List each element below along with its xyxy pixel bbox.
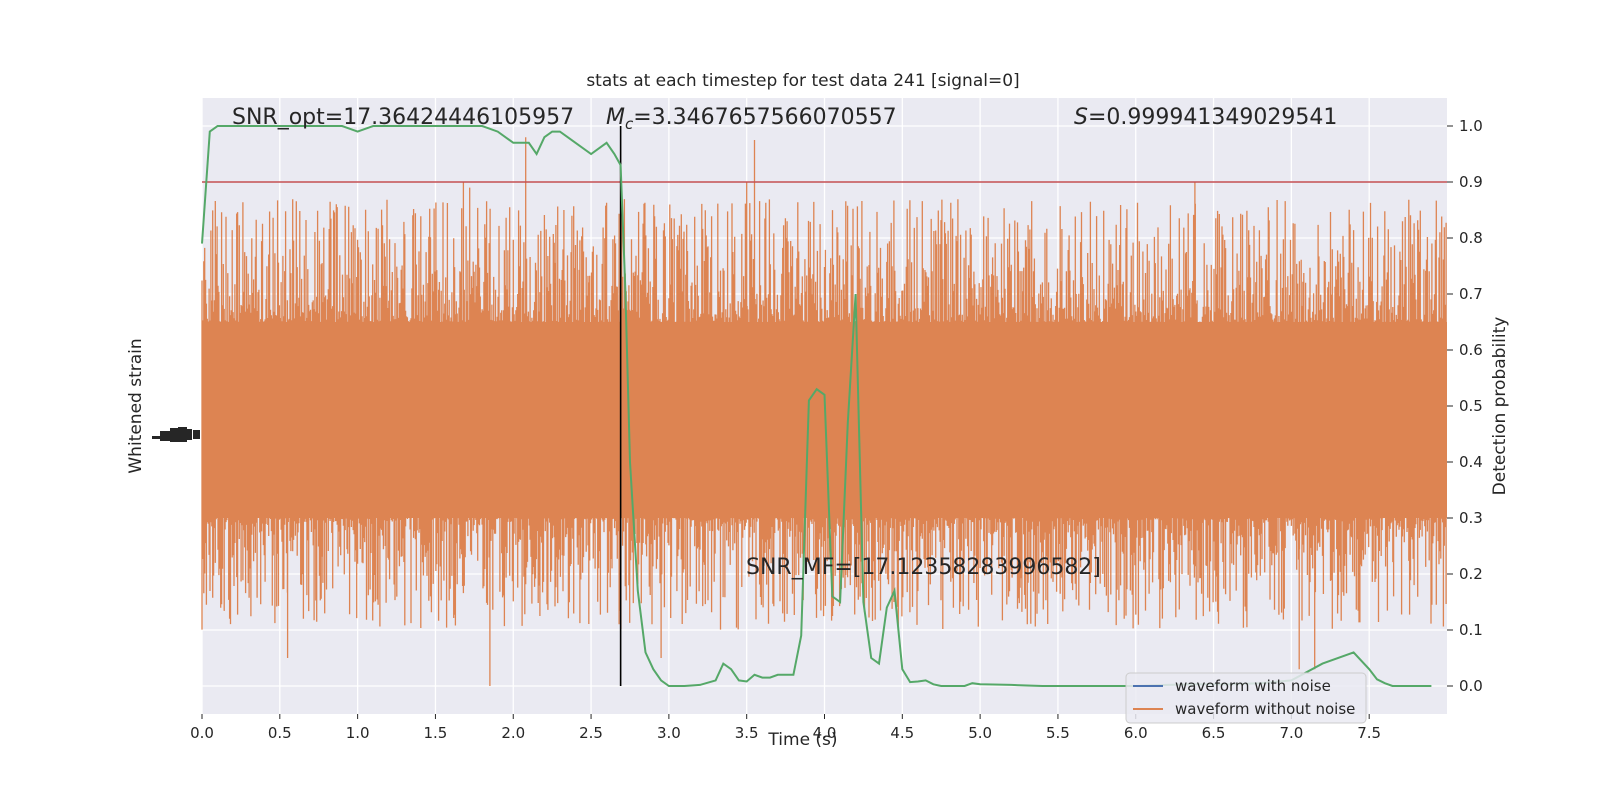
left-tick-cluster (193, 430, 200, 439)
x-axis-ticks: 0.0 0.5 1.0 1.5 2.0 2.5 3.0 3.5 4.0 4.5 5.0 5.5 6.0 6… (190, 714, 1381, 742)
left-tick-cluster (170, 428, 180, 442)
x-tick-label: 2.0 (501, 724, 525, 742)
chirp-mass-annotation: Mc=3.3467657566070557 (606, 105, 897, 133)
right-axis-ticks: 0.0 0.1 0.2 0.3 0.4 0.5 0.6 0.7 0.8 0.9 1.0 (1447, 117, 1483, 695)
chirp-mass-subscript: c (625, 115, 634, 133)
x-tick-label: 7.0 (1279, 724, 1303, 742)
snr-opt-annotation: SNR_opt=17.36424446105957 (232, 105, 574, 130)
x-tick-label: 6.0 (1124, 724, 1148, 742)
x-tick-label: 0.5 (268, 724, 292, 742)
x-tick-label: 4.5 (890, 724, 914, 742)
chirp-mass-symbol: M (606, 105, 625, 130)
x-tick-label: 5.5 (1046, 724, 1070, 742)
y-tick-label: 1.0 (1459, 117, 1483, 135)
left-axis-ticks (152, 427, 200, 442)
chart-title: stats at each timestep for test data 241… (586, 71, 1019, 91)
y-tick-label: 0.6 (1459, 341, 1483, 359)
snr-mf-annotation: SNR_MF=[17.12358283996582] (746, 555, 1101, 580)
legend-entry-without-noise: waveform without noise (1175, 700, 1355, 718)
left-axis-label: Whitened strain (126, 338, 146, 473)
x-tick-label: 1.5 (424, 724, 448, 742)
y-tick-label: 0.9 (1459, 173, 1483, 191)
y-tick-label: 0.1 (1459, 621, 1483, 639)
x-tick-label: 3.0 (657, 724, 681, 742)
y-tick-label: 0.2 (1459, 565, 1483, 583)
right-axis-label: Detection probability (1490, 317, 1510, 496)
x-tick-label: 5.0 (968, 724, 992, 742)
y-tick-label: 0.8 (1459, 229, 1483, 247)
statistic-annotation: S=0.999941349029541 (1074, 105, 1337, 130)
x-axis-label: Time (s) (767, 730, 837, 750)
statistic-symbol: S (1074, 105, 1088, 130)
left-tick-cluster (160, 431, 172, 441)
y-tick-label: 0.0 (1459, 677, 1483, 695)
left-tick-cluster (185, 429, 192, 440)
x-tick-label: 6.5 (1202, 724, 1226, 742)
x-tick-label: 7.5 (1357, 724, 1381, 742)
y-tick-label: 0.5 (1459, 397, 1483, 415)
x-tick-label: 0.0 (190, 724, 214, 742)
legend-box (1125, 672, 1367, 724)
x-tick-label: 3.5 (735, 724, 759, 742)
y-tick-label: 0.7 (1459, 285, 1483, 303)
detection-probability-line (201, 125, 1432, 687)
y-tick-label: 0.4 (1459, 453, 1483, 471)
y-tick-label: 0.3 (1459, 509, 1483, 527)
x-tick-label: 1.0 (346, 724, 370, 742)
statistic-value: =0.999941349029541 (1088, 105, 1337, 130)
left-tick-cluster (178, 427, 187, 442)
x-tick-label: 2.5 (579, 724, 603, 742)
legend-entry-with-noise: waveform with noise (1175, 677, 1331, 695)
x-tick-label: 4.0 (813, 724, 837, 742)
legend: waveform with noise waveform without noi… (1125, 672, 1367, 724)
chirp-mass-value: =3.3467657566070557 (633, 105, 896, 130)
